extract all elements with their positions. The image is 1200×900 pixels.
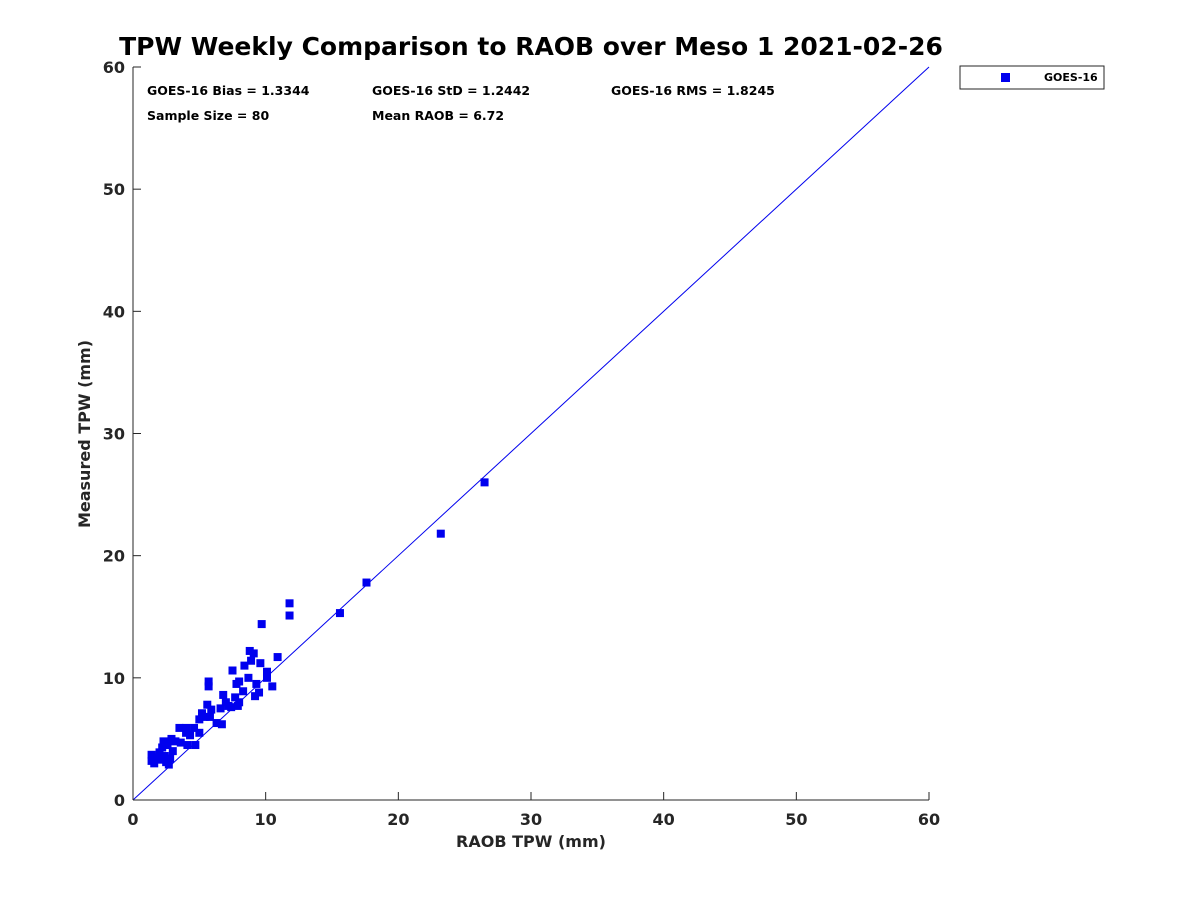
legend: GOES-16 (959, 65, 1105, 90)
data-point (176, 738, 185, 747)
data-point (212, 719, 221, 728)
y-tick-label: 40 (103, 302, 125, 321)
x-tick-label: 60 (918, 810, 940, 829)
data-points (147, 478, 489, 769)
stats-annotations: GOES-16 Bias = 1.3344 GOES-16 StD = 1.24… (147, 83, 775, 123)
data-point (257, 620, 266, 629)
data-point (203, 700, 212, 709)
data-point (240, 661, 249, 670)
data-point (249, 649, 258, 658)
data-point (252, 679, 261, 688)
stat-std: GOES-16 StD = 1.2442 (372, 83, 530, 98)
data-point (164, 760, 173, 769)
x-tick-label: 10 (255, 810, 277, 829)
data-point (155, 755, 164, 764)
data-point (285, 599, 294, 608)
data-point (244, 673, 253, 682)
data-point (256, 659, 265, 668)
y-tick-label: 0 (114, 791, 125, 810)
data-point (235, 698, 244, 707)
stat-sample-size: Sample Size = 80 (147, 108, 269, 123)
data-point (480, 478, 489, 487)
stat-rms: GOES-16 RMS = 1.8245 (611, 83, 775, 98)
y-tick-label: 50 (103, 180, 125, 199)
y-axis-ticks: 0 10 20 30 40 50 60 (103, 58, 141, 810)
data-point (166, 754, 175, 763)
data-point (207, 705, 216, 714)
data-point (216, 704, 225, 713)
data-point (228, 666, 237, 675)
data-point (262, 673, 271, 682)
y-tick-label: 10 (103, 669, 125, 688)
plot-area: 0 10 20 30 40 50 60 0 10 20 30 40 50 60 (103, 58, 940, 829)
data-point (147, 750, 156, 759)
data-point (195, 728, 204, 737)
data-point (205, 712, 214, 721)
x-axis-label: RAOB TPW (mm) (456, 832, 606, 851)
x-tick-label: 50 (785, 810, 807, 829)
data-point (436, 529, 445, 538)
x-tick-label: 20 (387, 810, 409, 829)
y-axis-label: Measured TPW (mm) (75, 340, 94, 528)
data-point (158, 743, 167, 752)
stat-mean-raob: Mean RAOB = 6.72 (372, 108, 504, 123)
data-point (195, 715, 204, 724)
data-point (160, 752, 169, 761)
data-point (335, 609, 344, 618)
data-point (239, 687, 248, 696)
y-tick-label: 20 (103, 547, 125, 566)
x-tick-label: 30 (520, 810, 542, 829)
data-point (163, 741, 172, 750)
legend-box (959, 65, 1105, 90)
legend-marker-goes-16 (1001, 73, 1010, 82)
x-tick-label: 0 (127, 810, 138, 829)
data-point (231, 693, 240, 702)
legend-label-goes-16: GOES-16 (1044, 71, 1098, 84)
data-point (235, 677, 244, 686)
data-point (262, 667, 271, 676)
data-point (255, 688, 264, 697)
y-tick-label: 30 (103, 425, 125, 444)
data-point (273, 653, 282, 662)
data-point (204, 677, 213, 686)
data-point (204, 682, 213, 691)
data-point (191, 741, 200, 750)
stat-bias: GOES-16 Bias = 1.3344 (147, 83, 310, 98)
data-point (247, 656, 256, 665)
y-tick-label: 60 (103, 58, 125, 77)
data-point (362, 578, 371, 587)
data-point (182, 723, 191, 732)
x-tick-label: 40 (653, 810, 675, 829)
data-point (186, 731, 195, 740)
data-point (155, 748, 164, 757)
data-point (171, 737, 180, 746)
data-point (175, 723, 184, 732)
data-point (183, 741, 192, 750)
data-point (200, 712, 209, 721)
chart-title: TPW Weekly Comparison to RAOB over Meso … (119, 32, 943, 61)
data-point (150, 759, 159, 768)
data-point (219, 690, 228, 699)
data-point (190, 723, 199, 732)
data-point (285, 611, 294, 620)
data-point (268, 682, 277, 691)
x-axis-ticks: 0 10 20 30 40 50 60 (127, 792, 940, 829)
data-point (168, 747, 177, 756)
data-point (227, 703, 236, 712)
data-point (217, 720, 226, 729)
